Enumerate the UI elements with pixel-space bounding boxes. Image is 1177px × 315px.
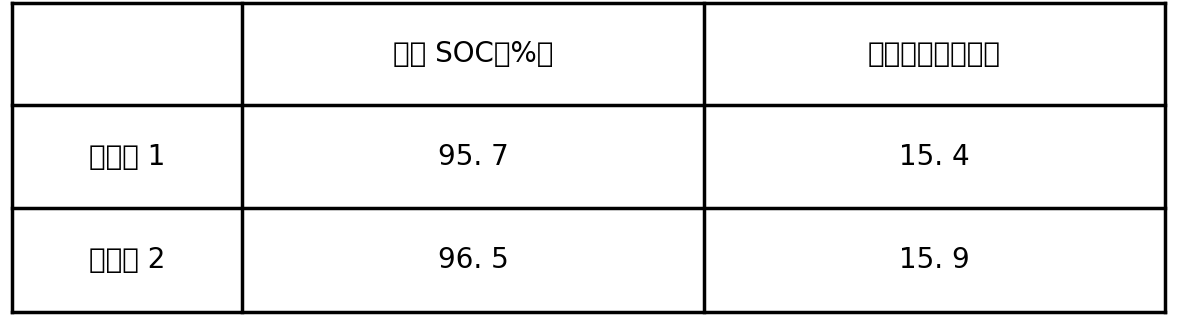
Text: 15. 9: 15. 9 — [899, 246, 970, 274]
Text: 剩余 SOC（%）: 剩余 SOC（%） — [393, 40, 553, 68]
Text: 95. 7: 95. 7 — [438, 143, 508, 171]
Text: 实施例 1: 实施例 1 — [89, 143, 165, 171]
Text: 实施例 2: 实施例 2 — [89, 246, 165, 274]
Text: 电池内阻（毫欧）: 电池内阻（毫欧） — [869, 40, 1000, 68]
Text: 96. 5: 96. 5 — [438, 246, 508, 274]
Text: 15. 4: 15. 4 — [899, 143, 970, 171]
